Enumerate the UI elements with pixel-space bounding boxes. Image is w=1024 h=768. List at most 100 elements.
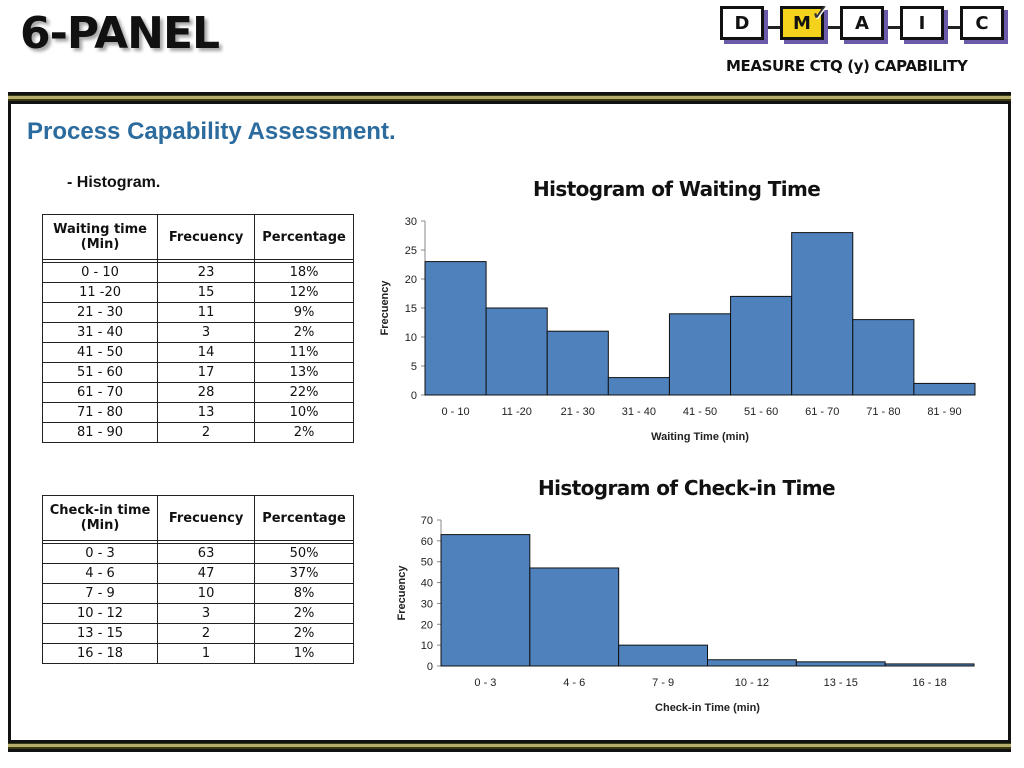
x-axis-label: Check-in Time (min) [655, 702, 760, 714]
dmaic-step-define: D [720, 6, 764, 40]
section-title: Process Capability Assessment. [27, 118, 396, 145]
histogram-bar [440, 534, 531, 667]
table-cell: 14 [157, 342, 256, 363]
table-header: Frecuency [157, 214, 256, 260]
table-cell: 1 [157, 643, 256, 664]
table-row: 71 - 80 13 10% [41, 402, 354, 423]
table-header: Percentage [254, 495, 354, 541]
x-tick-label: 71 - 80 [866, 406, 900, 418]
table-cell: 4 - 6 [41, 563, 159, 584]
table-cell: 28 [157, 382, 256, 403]
y-tick-label: 70 [421, 515, 433, 527]
table-cell: 23 [157, 262, 256, 283]
table-row: 41 - 50 14 11% [41, 342, 354, 363]
x-tick-label: 16 - 18 [912, 677, 946, 689]
table-header: Percentage [254, 214, 354, 260]
y-tick-label: 60 [421, 536, 433, 548]
table-row: 51 - 60 17 13% [41, 362, 354, 383]
histogram-bar [730, 295, 793, 396]
table-cell: 15 [157, 282, 256, 303]
table-cell: 61 - 70 [41, 382, 159, 403]
y-tick-label: 40 [421, 578, 433, 590]
y-tick-label: 30 [421, 598, 433, 610]
table-header: Frecuency [157, 495, 256, 541]
histogram-waiting-time: 0 5 10 15 20 25 30 0 - 10 11 -20 21 - 30 31 - 40 41… [379, 216, 976, 443]
table-cell: 13 - 15 [41, 623, 159, 644]
table-cell: 10 [157, 583, 256, 604]
table-cell: 2% [254, 322, 354, 343]
x-tick-label: 0 - 3 [474, 677, 496, 689]
y-tick-label: 20 [421, 619, 433, 631]
x-tick-label: 31 - 40 [622, 406, 656, 418]
table-row: 11 -20 15 12% [41, 282, 354, 303]
table-cell: 81 - 90 [41, 422, 159, 443]
table-cell: 13% [254, 362, 354, 383]
histogram-bar [795, 661, 886, 667]
dmaic-step-measure-label: M [793, 12, 811, 34]
y-tick-label: 30 [405, 216, 417, 228]
histogram-bar [668, 313, 732, 396]
histogram-bar [913, 382, 976, 396]
waiting-time-table: Waiting time (Min) Frecuency Percentage … [41, 214, 354, 443]
table-cell: 7 - 9 [41, 583, 159, 604]
table-cell: 2% [254, 623, 354, 644]
histogram-bar [485, 307, 548, 396]
table-cell: 63 [157, 543, 256, 564]
table-cell: 17 [157, 362, 256, 383]
table-cell: 50% [254, 543, 354, 564]
y-tick-label: 5 [411, 361, 417, 373]
table-row: 31 - 40 3 2% [41, 322, 354, 343]
histogram-bar [529, 567, 620, 667]
table-cell: 2 [157, 422, 256, 443]
table-cell: 10% [254, 402, 354, 423]
y-tick-label: 50 [421, 557, 433, 569]
histogram-bar [707, 659, 797, 667]
histogram-bar [884, 663, 975, 667]
table-cell: 47 [157, 563, 256, 584]
histogram-bar [852, 319, 915, 396]
table-body: 0 - 3 63 50% 4 - 6 47 37% 7 - 9 10 8% 10 - 12 3 2% 1… [41, 540, 354, 664]
table-cell: 22% [254, 382, 354, 403]
chart-title-checkin: Histogram of Check-in Time [538, 476, 836, 500]
table-row: 7 - 9 10 8% [41, 583, 354, 604]
table-cell: 0 - 3 [41, 543, 159, 564]
frame-bottom-bar [8, 740, 1011, 752]
table-cell: 2% [254, 603, 354, 624]
table-cell: 11 [157, 302, 256, 323]
x-tick-label: 21 - 30 [561, 406, 595, 418]
x-tick-label: 41 - 50 [683, 406, 717, 418]
x-tick-label: 7 - 9 [652, 677, 674, 689]
table-cell: 21 - 30 [41, 302, 159, 323]
table-cell: 31 - 40 [41, 322, 159, 343]
x-tick-label: 13 - 15 [824, 677, 858, 689]
table-cell: 71 - 80 [41, 402, 159, 423]
table-row: 0 - 10 23 18% [41, 262, 354, 283]
x-tick-label: 81 - 90 [927, 406, 961, 418]
table-header: Waiting time (Min) [41, 214, 159, 260]
histogram-checkin-time: 0 10 20 30 40 50 60 70 0 - 3 4 - 6 7 - 9 10 - 12 13 … [396, 515, 975, 714]
table-row: 0 - 3 63 50% [41, 543, 354, 564]
histogram-label: - Histogram. [67, 174, 161, 191]
table-cell: 16 - 18 [41, 643, 159, 664]
table-cell: 2 [157, 623, 256, 644]
x-tick-label: 11 -20 [501, 406, 531, 418]
y-axis-label: Frecuency [396, 565, 408, 621]
table-cell: 10 - 12 [41, 603, 159, 624]
page-subtitle: MEASURE CTQ (y) CAPABILITY [726, 57, 968, 75]
chart-title-waiting: Histogram of Waiting Time [533, 177, 821, 201]
x-axis-label: Waiting Time (min) [651, 431, 749, 443]
y-tick-label: 0 [427, 661, 433, 673]
histogram-bar [607, 377, 670, 396]
table-row: 16 - 18 1 1% [41, 643, 354, 664]
dmaic-step-improve: I [900, 6, 944, 40]
table-cell: 9% [254, 302, 354, 323]
dmaic-step-analyze: A [840, 6, 884, 40]
histogram-bar [791, 232, 854, 396]
table-cell: 12% [254, 282, 354, 303]
y-tick-label: 15 [405, 303, 417, 315]
content-frame [8, 104, 1011, 740]
table-cell: 1% [254, 643, 354, 664]
x-tick-label: 51 - 60 [744, 406, 778, 418]
histogram-bar [424, 261, 487, 396]
table-row: 61 - 70 28 22% [41, 382, 354, 403]
